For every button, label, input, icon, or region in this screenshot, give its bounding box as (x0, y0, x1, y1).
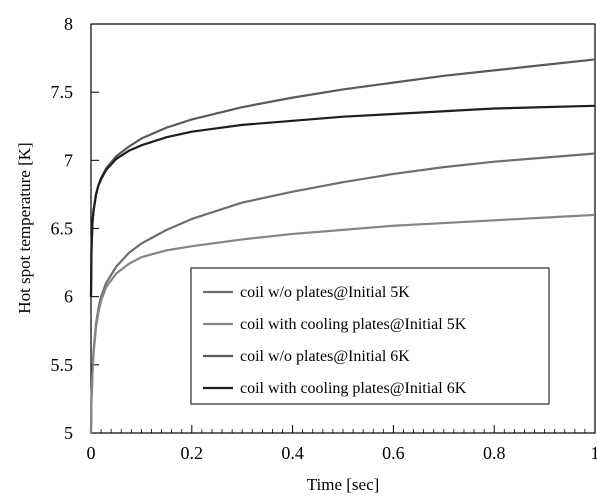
series-line-2 (89, 213, 596, 434)
y-tick-label: 6 (64, 287, 73, 307)
x-tick-label: 0.8 (483, 443, 506, 463)
x-tick-label: 1 (591, 443, 597, 463)
x-axis-title: Time [sec] (307, 475, 380, 494)
x-tick-label: 0 (87, 443, 96, 463)
legend: coil w/o plates@Initial 5K coil with cool… (190, 267, 550, 405)
y-axis-title: Hot spot temperature [K] (15, 142, 34, 313)
series-lines (89, 58, 596, 434)
x-axis-ticks: 0 0.2 0.4 0.6 0.8 1 (87, 425, 597, 463)
x-tick-label: 0.2 (181, 443, 204, 463)
y-tick-label: 7.5 (51, 82, 74, 102)
y-tick-label: 5.5 (51, 355, 74, 375)
legend-label-4: coil with cooling plates@Initial 6K (240, 380, 467, 397)
series-line-4 (89, 104, 596, 297)
x-tick-label: 0.4 (281, 443, 304, 463)
legend-label-2: coil with cooling plates@Initial 5K (240, 316, 467, 333)
y-tick-label: 8 (64, 14, 73, 34)
y-axis-ticks: 5 5.5 6 6.5 7 7.5 8 (51, 14, 99, 443)
x-tick-label: 0.6 (382, 443, 405, 463)
legend-label-3: coil w/o plates@Initial 6K (240, 348, 410, 365)
legend-label-1: coil w/o plates@Initial 5K (240, 284, 410, 301)
y-tick-label: 5 (64, 423, 73, 443)
y-tick-label: 6.5 (51, 219, 74, 239)
y-tick-label: 7 (64, 150, 73, 170)
legend-box (190, 267, 550, 405)
